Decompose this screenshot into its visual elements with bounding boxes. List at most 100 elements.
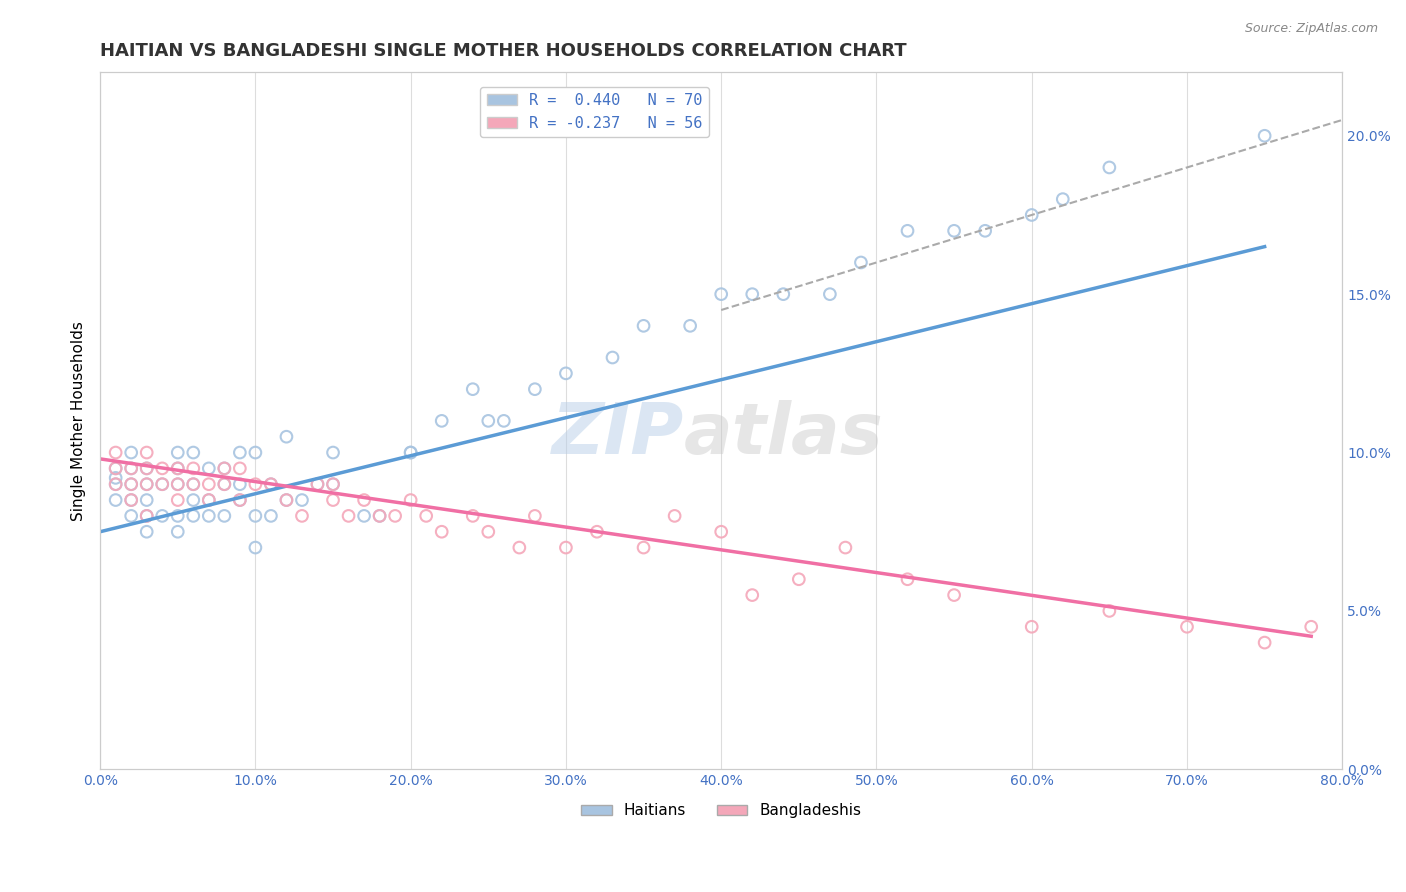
Text: HAITIAN VS BANGLADESHI SINGLE MOTHER HOUSEHOLDS CORRELATION CHART: HAITIAN VS BANGLADESHI SINGLE MOTHER HOU… (100, 42, 907, 60)
Point (353, 493, 375, 508)
Point (260, 477, 283, 491)
Point (664, 508, 686, 523)
Point (120, 508, 142, 523)
Point (276, 430, 298, 444)
Point (135, 477, 157, 491)
Point (368, 508, 391, 523)
Point (633, 318, 655, 333)
Point (430, 524, 453, 539)
Point (120, 477, 142, 491)
Point (260, 477, 283, 491)
Point (555, 367, 578, 381)
Point (974, 224, 997, 238)
Point (150, 477, 173, 491)
Point (166, 461, 188, 475)
Point (181, 461, 204, 475)
Point (166, 477, 188, 491)
Point (135, 477, 157, 491)
Point (214, 461, 236, 475)
Point (120, 493, 142, 508)
Point (245, 541, 267, 555)
Text: Source: ZipAtlas.com: Source: ZipAtlas.com (1244, 22, 1378, 36)
Point (943, 588, 966, 602)
Point (586, 524, 609, 539)
Point (1253, 128, 1275, 143)
Text: ZIP: ZIP (551, 401, 683, 469)
Point (787, 572, 810, 586)
Point (492, 414, 515, 428)
Point (415, 508, 437, 523)
Point (166, 445, 188, 459)
Point (198, 493, 221, 508)
Point (291, 508, 314, 523)
Point (150, 461, 173, 475)
Point (1021, 208, 1043, 222)
Point (166, 477, 188, 491)
Point (214, 477, 236, 491)
Point (198, 477, 221, 491)
Point (276, 493, 298, 508)
Point (245, 477, 267, 491)
Point (120, 445, 142, 459)
Point (181, 477, 204, 491)
Point (741, 588, 763, 602)
Point (181, 493, 204, 508)
Point (508, 541, 530, 555)
Point (135, 508, 157, 523)
Point (135, 461, 157, 475)
Point (135, 445, 157, 459)
Point (229, 461, 252, 475)
Point (166, 524, 188, 539)
Point (399, 445, 422, 459)
Point (818, 287, 841, 301)
Point (104, 477, 127, 491)
Point (214, 477, 236, 491)
Text: atlas: atlas (683, 401, 884, 469)
Point (120, 461, 142, 475)
Point (461, 382, 484, 396)
Point (523, 382, 546, 396)
Point (633, 541, 655, 555)
Point (229, 493, 252, 508)
Point (104, 461, 127, 475)
Point (384, 508, 406, 523)
Point (353, 508, 375, 523)
Point (399, 493, 422, 508)
Point (477, 524, 499, 539)
Point (166, 508, 188, 523)
Point (120, 461, 142, 475)
Point (166, 461, 188, 475)
Point (150, 477, 173, 491)
Point (229, 493, 252, 508)
Point (1052, 192, 1074, 206)
Point (198, 493, 221, 508)
Point (834, 541, 856, 555)
Point (461, 508, 484, 523)
Point (849, 255, 872, 269)
Point (896, 224, 918, 238)
Point (245, 508, 267, 523)
Point (368, 508, 391, 523)
Point (1301, 620, 1323, 634)
Point (198, 508, 221, 523)
Point (104, 445, 127, 459)
Point (198, 461, 221, 475)
Point (555, 541, 578, 555)
Point (1021, 620, 1043, 634)
Point (120, 493, 142, 508)
Point (214, 508, 236, 523)
Point (307, 477, 329, 491)
Point (1098, 604, 1121, 618)
Point (291, 493, 314, 508)
Point (229, 445, 252, 459)
Point (1098, 161, 1121, 175)
Point (276, 493, 298, 508)
Point (943, 224, 966, 238)
Point (322, 477, 344, 491)
Point (181, 477, 204, 491)
Point (322, 445, 344, 459)
Point (135, 508, 157, 523)
Point (1175, 620, 1198, 634)
Point (150, 508, 173, 523)
Point (322, 477, 344, 491)
